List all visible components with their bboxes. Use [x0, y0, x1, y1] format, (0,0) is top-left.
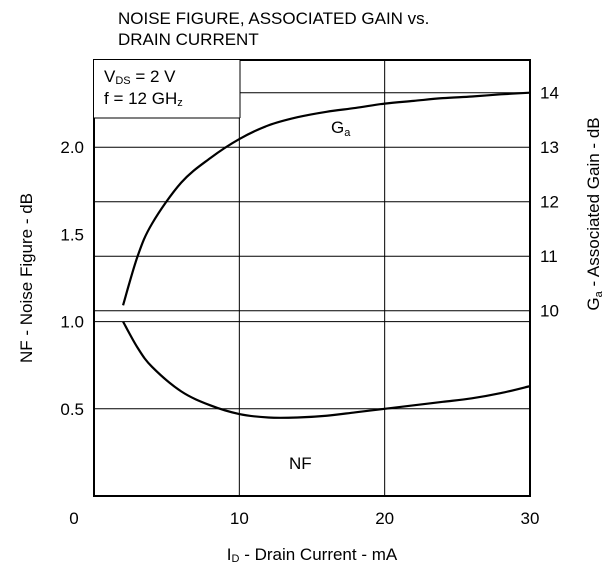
x-axis-label: ID - Drain Current - mA [227, 545, 398, 565]
chart-title-line2: DRAIN CURRENT [118, 30, 259, 49]
y-left-tick-label: 0.5 [60, 400, 84, 419]
y-left-tick-label: 1.5 [60, 225, 84, 244]
series-line-ga [122, 91, 531, 306]
series-line-nf [122, 321, 531, 419]
x-tick-label: 10 [230, 509, 249, 528]
curves [122, 91, 531, 419]
x-tick-label: 0 [69, 509, 78, 528]
condition-freq: f = 12 GHz [104, 89, 183, 109]
y-right-tick-label: 14 [540, 84, 559, 103]
chart-title: NOISE FIGURE, ASSOCIATED GAIN vs. DRAIN … [118, 8, 429, 50]
y-left-tick-label: 2.0 [60, 138, 84, 157]
grid-lines [94, 60, 530, 496]
series-label-ga: Ga [331, 118, 351, 139]
x-tick-label: 20 [375, 509, 394, 528]
y-right-tick-label: 13 [540, 138, 559, 157]
y-axis-label-left: NF - Noise Figure - dB [17, 193, 36, 363]
y-right-tick-label: 10 [540, 302, 559, 321]
y-right-tick-label: 11 [540, 247, 558, 266]
tick-labels: 0 10 20 30 0.5 1.0 1.5 2.0 10 11 12 13 14 [60, 84, 559, 528]
y-left-tick-label: 1.0 [60, 313, 84, 332]
conditions-box [94, 60, 240, 118]
series-label-nf: NF [289, 454, 312, 473]
y-axis-label-right: Ga - Associated Gain - dB [584, 117, 605, 310]
y-right-tick-label: 12 [540, 193, 559, 212]
x-tick-label: 30 [521, 509, 540, 528]
chart-title-line1: NOISE FIGURE, ASSOCIATED GAIN vs. [118, 9, 430, 28]
condition-vds: VDS = 2 V [104, 67, 176, 87]
plot-frame [93, 59, 531, 497]
